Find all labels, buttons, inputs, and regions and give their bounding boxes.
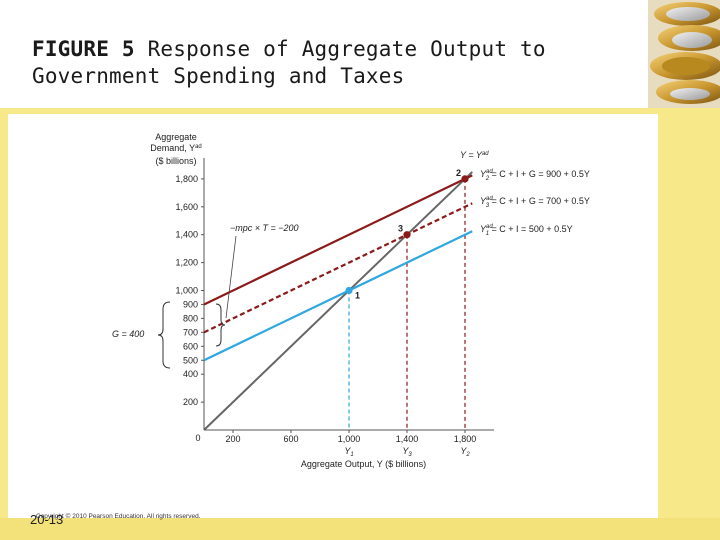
y-tick-label: 1,200 — [175, 258, 198, 268]
point-label: 2 — [456, 168, 461, 178]
g-brace — [157, 301, 171, 369]
series-label-eq: = C + I + G = 900 + 0.5Y — [489, 169, 590, 179]
point-label: 3 — [398, 224, 403, 234]
y-axis-label-sup: ad — [195, 144, 202, 150]
equilibrium-point — [461, 175, 469, 183]
mpc-pointer — [225, 235, 237, 319]
frame-bottom — [0, 518, 720, 540]
mpc-brace — [215, 303, 226, 347]
y-tick-label: 800 — [183, 313, 198, 323]
x-sub-label-sub: 2 — [465, 452, 470, 458]
y-axis-label: Aggregate — [155, 132, 197, 142]
series-label-sup: ad — [486, 169, 493, 175]
x-sub-label-sub: 1 — [350, 452, 353, 458]
series-line — [203, 174, 473, 306]
y-tick-label: 900 — [183, 299, 198, 309]
x-sub-label: Y2 — [460, 446, 470, 458]
series-label-sub: 1 — [486, 231, 489, 237]
series-line — [203, 202, 473, 334]
title-band — [0, 0, 720, 108]
series-line — [203, 230, 473, 362]
series-label: Yad 3 = C + I + G = 700 + 0.5Y — [480, 196, 590, 209]
y-tick-label: 700 — [183, 327, 198, 337]
series-label-sub: 3 — [486, 203, 490, 209]
y-tick-label: 1,600 — [175, 202, 198, 212]
y-axis-label: ($ billions) — [155, 156, 196, 166]
series-label: Yad 2 = C + I + G = 900 + 0.5Y — [480, 169, 590, 182]
coins-icon — [648, 0, 720, 108]
y-tick-label: 400 — [183, 369, 198, 379]
coins-image — [648, 0, 720, 108]
series-label-eq: = C + I = 500 + 0.5Y — [489, 224, 573, 234]
series-line-45deg — [203, 171, 473, 431]
x-axis-label: Aggregate Output, Y ($ billions) — [301, 459, 426, 469]
x-tick-label: 1,400 — [396, 434, 419, 444]
equilibrium-point — [403, 231, 411, 239]
y-tick-label: 500 — [183, 355, 198, 365]
series-label-45deg: Y = Yad — [460, 150, 489, 160]
x-tick-label: 1,800 — [454, 434, 477, 444]
x-tick-label: 600 — [283, 434, 298, 444]
y-axis-label: Demand, Yad — [150, 143, 202, 153]
x-tick-label: 200 — [225, 434, 240, 444]
x-sub-label: Y1 — [344, 446, 353, 458]
y-tick-label: 1,000 — [175, 286, 198, 296]
slide-title: FIGURE 5 Response of Aggregate Output to… — [32, 36, 546, 90]
series-label-sup: ad — [486, 196, 493, 202]
x-sub-label: Y3 — [402, 446, 412, 458]
y-tick-label: 1,800 — [175, 174, 198, 184]
x-sub-label-sub: 3 — [408, 452, 412, 458]
page-number: 20-13 — [30, 512, 64, 527]
series-label-sup: ad — [486, 224, 493, 230]
series-label: Yad 1 = C + I = 500 + 0.5Y — [480, 224, 573, 237]
title-text: Response of Aggregate Output to — [134, 37, 546, 61]
equilibrium-point — [345, 286, 353, 295]
x-tick-label: 1,000 — [338, 434, 361, 444]
g-annotation: G = 400 — [112, 329, 144, 339]
title-text-line2: Government Spending and Taxes — [32, 64, 405, 88]
point-label: 1 — [355, 291, 360, 301]
title-figure-number: FIGURE 5 — [32, 37, 135, 61]
y-tick-label: 200 — [183, 397, 198, 407]
y-tick-label: 1,400 — [175, 230, 198, 240]
mpc-annotation: −mpc × T = −200 — [230, 223, 299, 233]
copyright-text: Copyright © 2010 Pearson Education. All … — [36, 513, 201, 520]
y-tick-label: 600 — [183, 341, 198, 351]
origin-label: 0 — [195, 433, 200, 443]
series-label-sup: ad — [482, 151, 489, 157]
series-label-sub: 2 — [485, 176, 490, 182]
chart-panel: Aggregate Demand, Yad ($ billions) 200 400 50… — [8, 114, 658, 518]
series-label-eq: = C + I + G = 700 + 0.5Y — [489, 196, 590, 206]
